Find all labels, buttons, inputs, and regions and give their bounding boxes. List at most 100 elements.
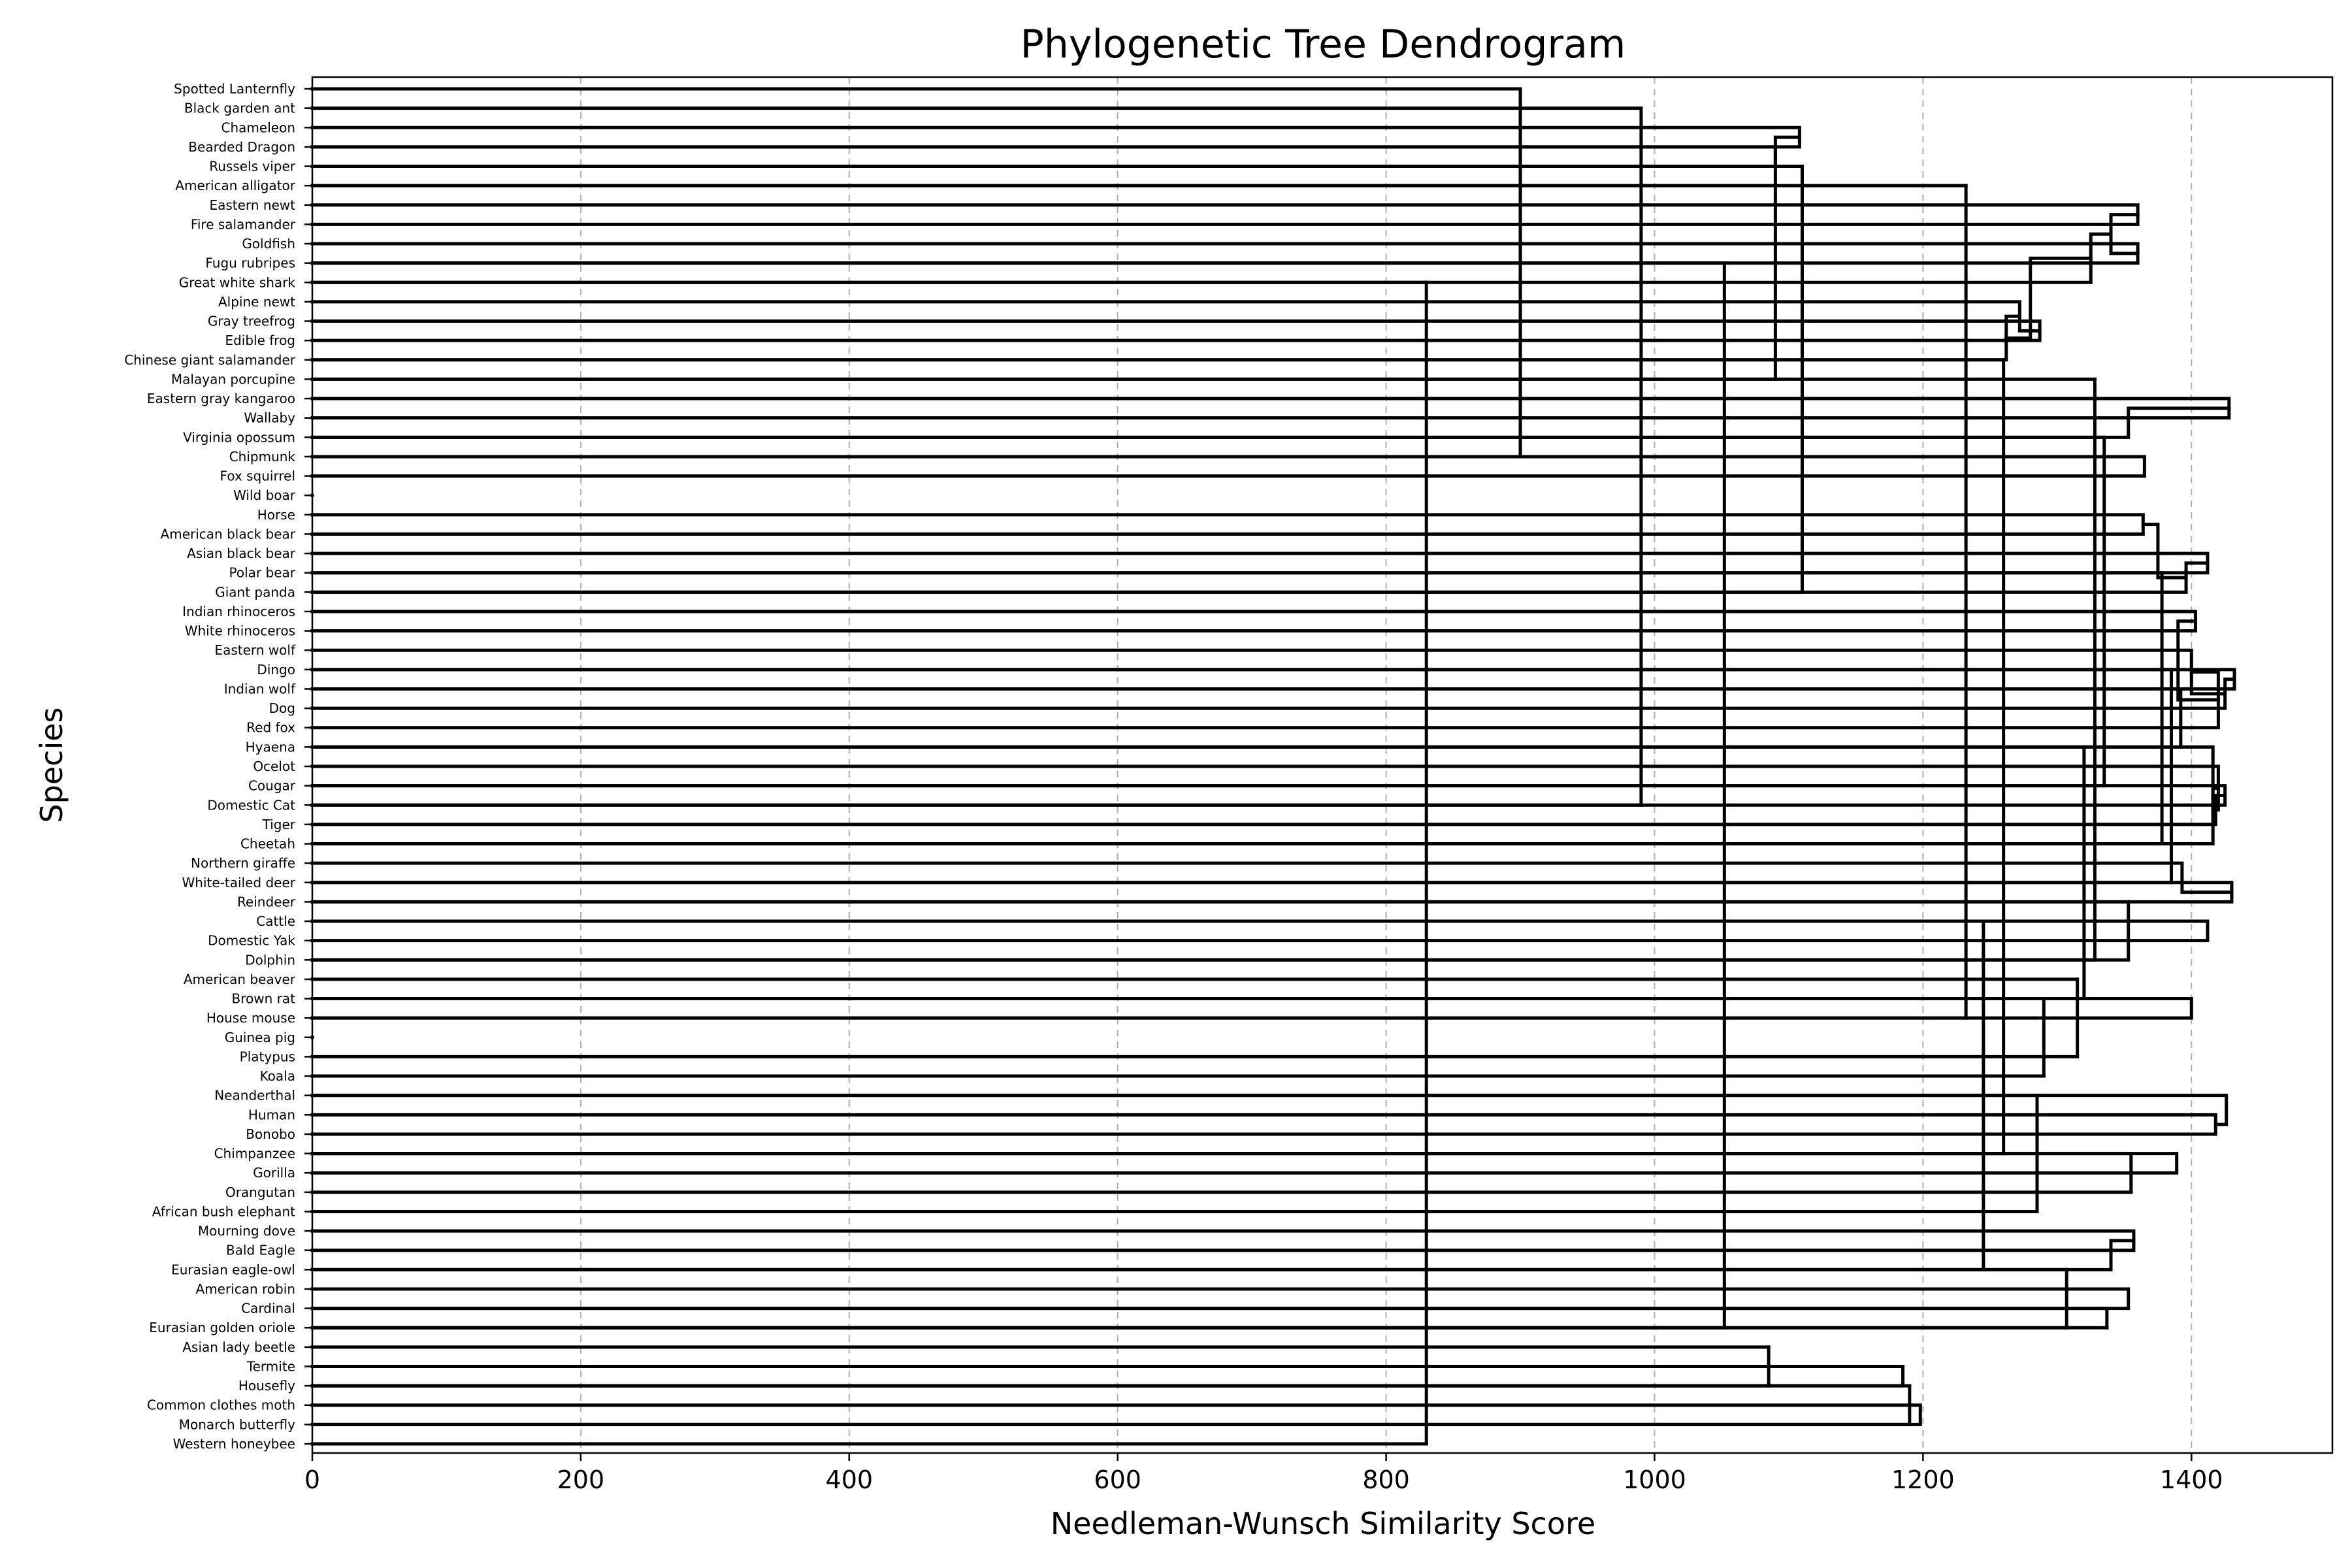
- x-tick-label: 800: [1362, 1465, 1410, 1494]
- merge-branch: [310, 1229, 2136, 1252]
- species-label: Fox squirrel: [220, 468, 295, 484]
- species-label: Chinese giant salamander: [124, 352, 296, 368]
- species-label: American robin: [196, 1281, 295, 1297]
- y-axis-title: Species: [34, 707, 69, 823]
- merge-branch: [2004, 256, 2093, 340]
- species-label: House mouse: [206, 1010, 295, 1026]
- merge-branch: [310, 784, 2227, 807]
- x-tick-layer: 0 200 400 600 800 1000 1200 1400: [304, 1453, 2223, 1494]
- merge-branch: [310, 300, 2042, 333]
- x-axis-title: Needleman-Wunsch Similarity Score: [1051, 1506, 1595, 1541]
- species-label: Human: [248, 1107, 295, 1122]
- species-label: Reindeer: [237, 894, 296, 909]
- merge-branch: [310, 1152, 2179, 1175]
- species-label: Red fox: [246, 720, 295, 736]
- species-label: Gorilla: [253, 1165, 295, 1181]
- merge-branch: [310, 668, 2236, 691]
- merge-branch: [310, 610, 2197, 633]
- species-label: Mourning dove: [198, 1223, 295, 1239]
- merge-branch: [2141, 523, 2188, 580]
- species-label: Eastern newt: [209, 197, 295, 213]
- species-label: Indian wolf: [224, 681, 296, 696]
- merge-branch: [310, 670, 2220, 730]
- species-label: American beaver: [184, 972, 296, 987]
- species-label: Termite: [246, 1358, 295, 1374]
- species-label: White rhinoceros: [185, 623, 295, 639]
- species-label: Giant panda: [215, 584, 295, 600]
- merge-branch: [310, 125, 1801, 149]
- species-label: Dog: [269, 700, 295, 716]
- species-label: Edible frog: [225, 333, 295, 348]
- species-label: Chameleon: [221, 120, 295, 135]
- species-label: Cougar: [248, 778, 296, 794]
- species-label: Asian black bear: [187, 546, 296, 561]
- species-label: Common clothes moth: [147, 1397, 295, 1413]
- merge-branch: [310, 1287, 2131, 1311]
- species-label: Ocelot: [253, 759, 295, 774]
- species-label: Gray treefrog: [208, 314, 295, 329]
- x-tick-label: 200: [557, 1465, 605, 1494]
- species-label: Eurasian golden oriole: [149, 1320, 295, 1335]
- species-label: Virginia opossum: [183, 429, 295, 445]
- species-label: Horse: [257, 507, 295, 523]
- merge-branch: [310, 314, 2021, 362]
- species-label: Wallaby: [244, 410, 295, 426]
- plot-frame: [311, 76, 2334, 1454]
- species-label: Neanderthal: [214, 1088, 295, 1103]
- species-label: Housefly: [238, 1378, 295, 1394]
- merge-branch: [310, 764, 2220, 812]
- species-label: Tiger: [262, 817, 296, 832]
- merge-branch: [310, 793, 2227, 826]
- species-label: Koala: [260, 1068, 295, 1084]
- species-label: Domestic Cat: [207, 797, 295, 813]
- species-label: Cattle: [256, 913, 295, 929]
- species-label: Chimpanzee: [214, 1146, 295, 1162]
- species-label: White-tailed deer: [182, 875, 296, 890]
- merge-branch: [310, 1113, 2217, 1136]
- species-label: Chipmunk: [229, 449, 296, 465]
- species-label: Bonobo: [246, 1126, 295, 1142]
- species-label: Domestic Yak: [208, 933, 295, 949]
- species-label: Bearded Dragon: [188, 139, 295, 155]
- merge-branch: [310, 203, 2140, 226]
- species-label: Cheetah: [240, 836, 295, 852]
- x-tick-label: 400: [826, 1465, 874, 1494]
- merge-branch: [310, 648, 2227, 696]
- species-label: Asian lady beetle: [182, 1339, 295, 1355]
- merge-branch: [310, 242, 2140, 265]
- x-tick-label: 0: [304, 1465, 320, 1494]
- species-label: Eurasian eagle-owl: [171, 1262, 295, 1277]
- species-label: Wild boar: [233, 487, 296, 503]
- merge-branch: [310, 881, 2234, 904]
- x-tick-label: 1200: [1891, 1465, 1955, 1494]
- species-label: Platypus: [240, 1049, 295, 1064]
- merge-branch: [310, 1403, 1922, 1426]
- merge-branch: [310, 997, 2193, 1020]
- merge-branch: [310, 678, 2236, 710]
- species-label: Eastern gray kangaroo: [147, 391, 295, 406]
- species-label: Hyaena: [246, 739, 295, 755]
- merge-branch: [310, 786, 2220, 846]
- merge-branch: [310, 513, 2145, 536]
- chart-title: Phylogenetic Tree Dendrogram: [1021, 22, 1626, 67]
- merge-branch: [310, 319, 2042, 342]
- merge-branch: [310, 1364, 1905, 1388]
- species-label: Indian rhinoceros: [182, 604, 295, 619]
- y-tick-layer: Spotted Lanternfly Black garden ant Chamel…: [124, 81, 312, 1452]
- merge-branch: [310, 232, 2113, 284]
- species-label: Fugu rubripes: [205, 255, 295, 271]
- species-label: Alpine newt: [218, 294, 295, 310]
- species-label: Spotted Lanternfly: [174, 81, 295, 97]
- merge-branch: [310, 861, 2234, 894]
- species-label: Polar bear: [229, 565, 296, 581]
- merge-branch: [310, 135, 1801, 169]
- species-label: Eastern wolf: [214, 642, 296, 658]
- merge-branch: [2176, 619, 2220, 702]
- merge-branch: [2109, 213, 2140, 255]
- species-label: Northern giraffe: [191, 855, 295, 871]
- x-tick-label: 600: [1094, 1465, 1141, 1494]
- species-label: Guinea pig: [225, 1030, 295, 1045]
- branch-layer: [310, 87, 2236, 1446]
